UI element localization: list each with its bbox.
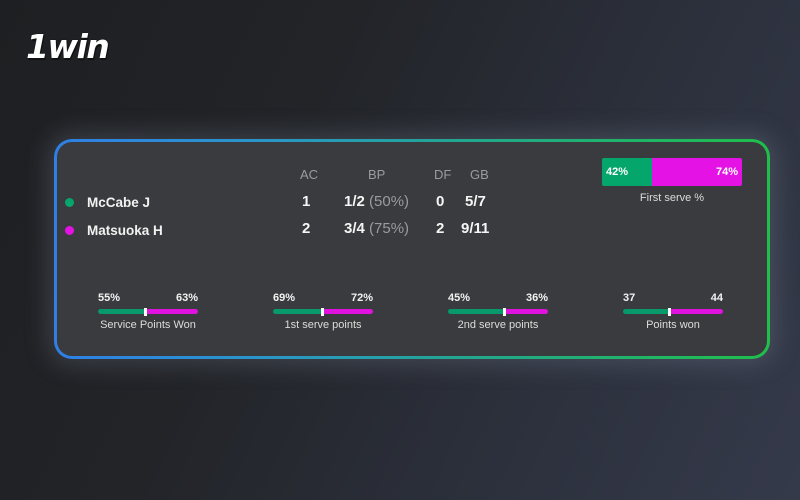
player-2-bp-value: 3/4 (344, 220, 365, 237)
player-2-gb: 9/11 (461, 220, 490, 237)
player-row-1: McCabe J (65, 192, 150, 212)
player-1-gb: 5/7 (465, 193, 486, 210)
first-serve-label: First serve % (639, 192, 705, 204)
stat-bar-marker (503, 307, 506, 316)
stat-p1-value: 45% (448, 292, 471, 304)
player-1-bp-value: 1/2 (344, 193, 365, 210)
stat-bar-p2 (322, 309, 373, 314)
stat-bar (448, 307, 548, 316)
stat-bar-p2 (145, 309, 198, 314)
stat-bar (623, 307, 723, 316)
player-2-ac: 2 (302, 220, 311, 237)
stat-p2-value: 36% (525, 292, 548, 304)
stat-bar (273, 307, 373, 316)
stat-p1-value: 69% (273, 292, 296, 304)
stat-p1-value: 37 (623, 292, 636, 304)
stat-bar-p1 (273, 309, 322, 314)
first-serve-p1: 42% (602, 158, 652, 186)
stat-label: Points won (646, 319, 700, 331)
stat-bar-p2 (669, 309, 723, 314)
col-header-ac: AC (300, 167, 319, 182)
stat-service-points-won: 55% 63% Service Points Won (98, 292, 198, 331)
player-1-bp-pct: (50%) (369, 193, 410, 210)
col-header-gb: GB (470, 167, 489, 182)
stat-bar-marker (668, 307, 671, 316)
player-2-color-dot (65, 225, 74, 235)
player-2-bp-pct: (75%) (369, 220, 410, 237)
stat-bar-p1 (98, 309, 145, 314)
stat-p2-value: 63% (175, 292, 198, 304)
stat-2nd-serve-points: 45% 36% 2nd serve points (448, 292, 548, 331)
player-row-2: Matsuoka H (65, 220, 163, 240)
stat-label: Service Points Won (100, 319, 196, 331)
stat-bar-marker (144, 307, 147, 316)
first-serve-p2: 74% (652, 158, 742, 186)
stat-bar-marker (321, 307, 324, 316)
match-stats-card: AC BP DF GB McCabe J Matsuoka H 1 1/2 (5… (54, 139, 770, 359)
stat-bar-p1 (623, 309, 669, 314)
stat-bar-p2 (504, 309, 548, 314)
stat-bar (98, 307, 198, 316)
stat-bar-p1 (448, 309, 504, 314)
player-1-ac: 1 (302, 193, 311, 210)
stat-label: 1st serve points (284, 319, 362, 331)
stat-p1-value: 55% (98, 292, 121, 304)
player-1-name: McCabe J (87, 194, 151, 210)
player-1-bp: 1/2 (50%) (344, 193, 409, 210)
player-2-df: 2 (436, 220, 445, 237)
stat-p2-value: 72% (350, 292, 373, 304)
col-header-df: DF (434, 167, 452, 182)
stat-p2-value: 44 (710, 292, 723, 304)
player-1-df: 0 (436, 193, 445, 210)
brand-logo: 1win (26, 27, 110, 66)
stat-points-won: 37 44 Points won (623, 292, 723, 331)
match-stats-panel: AC BP DF GB McCabe J Matsuoka H 1 1/2 (5… (57, 142, 767, 356)
player-1-color-dot (65, 197, 74, 207)
first-serve-bar: 42% 74% (602, 158, 742, 186)
col-header-bp: BP (368, 167, 386, 182)
player-2-bp: 3/4 (75%) (344, 220, 409, 237)
player-2-name: Matsuoka H (87, 222, 163, 238)
stat-label: 2nd serve points (457, 319, 539, 331)
stat-1st-serve-points: 69% 72% 1st serve points (273, 292, 373, 331)
